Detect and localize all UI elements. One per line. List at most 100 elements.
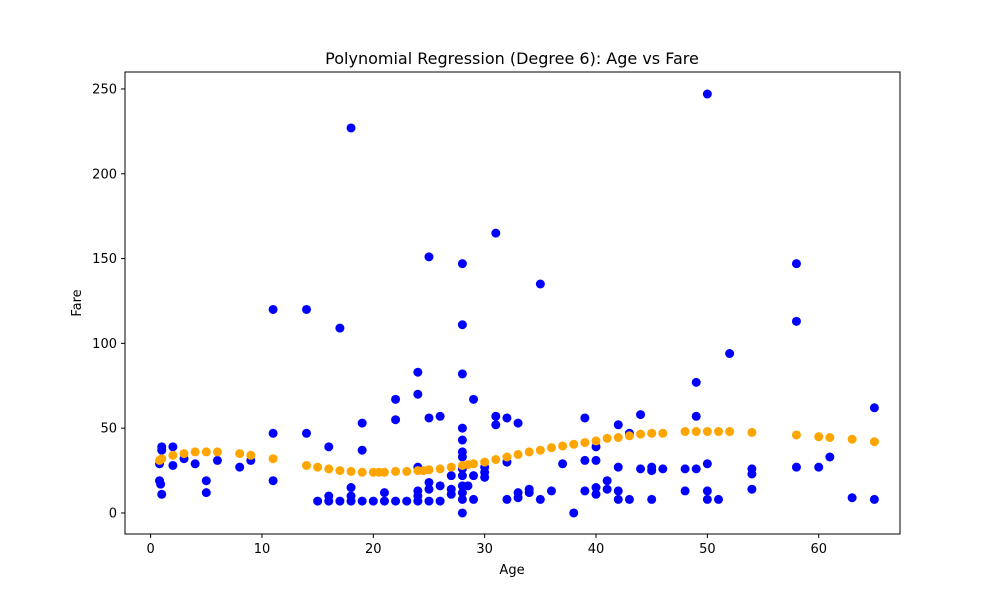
series-0-point-80 bbox=[502, 413, 512, 423]
series-0-point-126 bbox=[747, 469, 757, 479]
series-0-point-99 bbox=[591, 489, 601, 499]
x-tick-label: 20 bbox=[365, 542, 382, 557]
series-0-point-133 bbox=[847, 493, 857, 503]
series-1-point-48 bbox=[702, 427, 712, 437]
series-0-point-60 bbox=[457, 423, 467, 433]
x-axis-label: Age bbox=[499, 563, 524, 578]
series-1-point-15 bbox=[357, 467, 367, 477]
series-1-point-35 bbox=[546, 443, 556, 453]
series-0-point-129 bbox=[791, 316, 801, 326]
series-1-point-5 bbox=[201, 447, 211, 457]
series-1-point-30 bbox=[491, 455, 501, 465]
series-1-point-13 bbox=[335, 466, 345, 476]
series-1-point-54 bbox=[825, 433, 835, 442]
series-1-point-36 bbox=[558, 441, 568, 451]
series-1-point-50 bbox=[725, 427, 735, 437]
series-0-point-26 bbox=[346, 123, 356, 133]
series-0-point-54 bbox=[446, 471, 456, 481]
series-1-point-28 bbox=[469, 459, 479, 469]
series-1-point-51 bbox=[747, 427, 757, 437]
series-0-point-72 bbox=[469, 471, 479, 481]
series-1-point-12 bbox=[324, 464, 334, 474]
series-0-point-122 bbox=[702, 494, 712, 504]
series-0-point-50 bbox=[424, 496, 434, 506]
series-0-point-7 bbox=[168, 460, 178, 470]
series-0-point-57 bbox=[457, 259, 467, 269]
series-1-point-46 bbox=[680, 427, 690, 437]
series-0-point-131 bbox=[814, 462, 824, 472]
series-1-point-39 bbox=[591, 436, 601, 446]
series-0-point-91 bbox=[558, 459, 568, 469]
series-1-point-29 bbox=[480, 457, 490, 467]
series-0-point-105 bbox=[613, 494, 623, 504]
series-0-point-41 bbox=[413, 389, 423, 399]
series-0-point-89 bbox=[535, 494, 545, 504]
series-1-point-34 bbox=[535, 445, 545, 455]
series-0-point-25 bbox=[335, 496, 345, 506]
series-0-point-68 bbox=[457, 494, 467, 504]
series-0-point-48 bbox=[424, 477, 434, 487]
series-0-point-10 bbox=[201, 476, 211, 486]
series-1-point-24 bbox=[435, 464, 445, 474]
series-1-point-18 bbox=[379, 467, 389, 477]
series-0-point-9 bbox=[190, 459, 200, 469]
series-0-point-114 bbox=[680, 464, 690, 474]
series-1-point-47 bbox=[691, 427, 701, 437]
series-1-point-20 bbox=[402, 466, 412, 476]
series-0-point-15 bbox=[268, 304, 278, 314]
series-0-point-61 bbox=[457, 435, 467, 445]
y-tick-label: 100 bbox=[92, 337, 117, 352]
series-0-point-132 bbox=[825, 452, 835, 462]
y-tick-label: 0 bbox=[109, 506, 117, 521]
series-1-point-31 bbox=[502, 452, 512, 462]
x-tick-label: 40 bbox=[588, 542, 605, 557]
y-axis-ticks: 0 50 100 150 200 250 bbox=[92, 82, 125, 521]
series-0-point-29 bbox=[346, 496, 356, 506]
series-0-point-124 bbox=[725, 349, 735, 359]
series-0-point-73 bbox=[469, 494, 479, 504]
series-0-point-120 bbox=[702, 459, 712, 469]
x-tick-label: 0 bbox=[146, 542, 154, 557]
series-0-point-49 bbox=[424, 484, 434, 494]
plot-area bbox=[124, 71, 901, 535]
series-0-point-13 bbox=[235, 462, 245, 472]
series-1-point-9 bbox=[268, 454, 278, 464]
series-1-point-6 bbox=[212, 447, 222, 457]
series-1-point-49 bbox=[714, 427, 723, 437]
series-0-point-121 bbox=[702, 486, 712, 496]
series-0-point-115 bbox=[680, 486, 690, 496]
series-1-point-41 bbox=[613, 433, 623, 442]
series-0-point-128 bbox=[791, 259, 801, 269]
x-tick-label: 30 bbox=[476, 542, 493, 557]
series-0-point-94 bbox=[580, 455, 590, 465]
series-1-point-3 bbox=[179, 449, 189, 459]
series-0-point-45 bbox=[413, 496, 423, 506]
series-0-point-3 bbox=[157, 489, 167, 499]
series-0-point-12 bbox=[212, 455, 222, 465]
series-0-point-107 bbox=[624, 494, 634, 504]
series-1-point-14 bbox=[346, 466, 356, 476]
series-0-point-32 bbox=[357, 496, 367, 506]
series-0-point-21 bbox=[324, 442, 334, 452]
series-0-point-16 bbox=[268, 428, 278, 438]
series-1-point-10 bbox=[302, 460, 311, 470]
series-0-point-47 bbox=[424, 413, 434, 423]
series-1-point-42 bbox=[624, 431, 634, 441]
y-tick-label: 200 bbox=[92, 167, 117, 182]
series-0-point-67 bbox=[457, 488, 467, 498]
series-1-point-8 bbox=[246, 450, 256, 460]
series-0-point-83 bbox=[513, 418, 523, 428]
series-0-point-31 bbox=[357, 445, 367, 455]
series-0-point-34 bbox=[379, 488, 389, 498]
series-0-point-24 bbox=[335, 323, 345, 333]
series-1-point-25 bbox=[446, 462, 456, 472]
series-0-point-38 bbox=[391, 496, 401, 506]
series-1-point-4 bbox=[190, 447, 200, 457]
series-0-point-70 bbox=[463, 481, 473, 491]
series-0-point-11 bbox=[201, 488, 211, 498]
series-0-point-135 bbox=[869, 494, 879, 504]
x-axis-ticks: 0 10 20 30 40 50 60 bbox=[146, 534, 827, 557]
series-1-point-2 bbox=[168, 450, 178, 460]
series-0-point-117 bbox=[691, 411, 701, 421]
series-0-point-58 bbox=[457, 320, 467, 330]
